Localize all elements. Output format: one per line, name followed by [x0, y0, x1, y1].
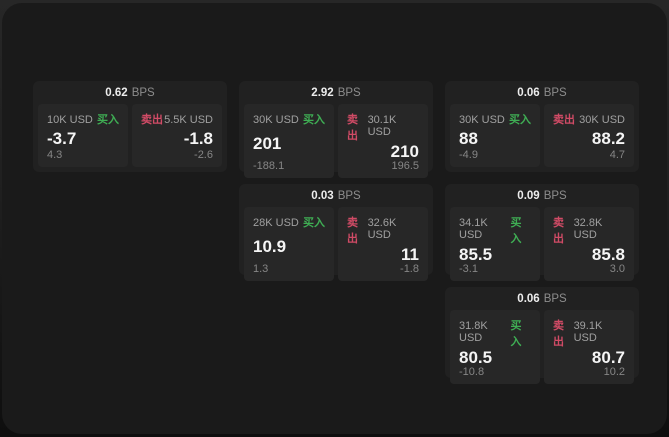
bps-value: 0.62 — [105, 86, 128, 99]
quote-cards-grid: 0.62 BPS 10K USD 买入 -3.7 4.3 卖出 5.5K USD — [33, 81, 639, 384]
sell-size: 5.5K USD — [164, 114, 213, 126]
quote-card: 2.92 BPS 30K USD 买入 201 -188.1 卖出 30.1K … — [239, 81, 433, 178]
sell-size: 32.8K USD — [573, 217, 603, 241]
buy-tile[interactable]: 10K USD 买入 -3.7 4.3 — [38, 104, 128, 167]
buy-price: 80.5 — [459, 348, 493, 367]
tiles-row: 28K USD 买入 10.9 1.3 卖出 32.6K USD 11 -1.8 — [244, 207, 428, 281]
sell-price: 210 — [390, 142, 419, 161]
bps-unit: BPS — [337, 86, 361, 99]
bps-value: 0.06 — [517, 292, 540, 305]
sell-price: 88.2 — [591, 128, 625, 148]
buy-size: 30K USD — [253, 114, 299, 126]
bps-unit: BPS — [337, 189, 361, 202]
buy-price: 10.9 — [253, 237, 287, 256]
tiles-row: 30K USD 买入 88 -4.9 卖出 30K USD 88.2 4.7 — [450, 104, 634, 167]
sell-tile[interactable]: 卖出 30K USD 88.2 4.7 — [544, 104, 634, 167]
sell-sub-value: 4.7 — [609, 149, 625, 161]
buy-sub-value: -3.1 — [459, 263, 478, 275]
sell-tile[interactable]: 卖出 32.8K USD 85.8 3.0 — [544, 207, 634, 281]
bps-unit: BPS — [543, 86, 567, 99]
buy-label: 买入 — [303, 217, 325, 229]
card-header: 0.03 BPS — [244, 184, 428, 207]
sell-label: 卖出 — [553, 217, 564, 245]
card-header: 0.62 BPS — [38, 81, 222, 104]
buy-price: 201 — [253, 134, 282, 153]
buy-label: 买入 — [510, 320, 522, 348]
sell-sub-value: 196.5 — [391, 160, 419, 172]
bps-unit: BPS — [543, 292, 567, 305]
sell-sub-value: -1.8 — [400, 263, 419, 275]
buy-price: 85.5 — [459, 245, 493, 264]
tiles-row: 34.1K USD 买入 85.5 -3.1 卖出 32.8K USD 85.8… — [450, 207, 634, 281]
buy-size: 31.8K USD — [459, 320, 488, 344]
app-window: 0.62 BPS 10K USD 买入 -3.7 4.3 卖出 5.5K USD — [2, 3, 667, 434]
buy-sub-value: -188.1 — [253, 160, 285, 172]
sell-tile[interactable]: 卖出 5.5K USD -1.8 -2.6 — [132, 104, 222, 167]
sell-price: -1.8 — [183, 128, 213, 148]
quote-card: 0.06 BPS 31.8K USD 买入 80.5 -10.8 卖出 39.1… — [445, 287, 639, 384]
bps-unit: BPS — [131, 86, 155, 99]
card-header: 2.92 BPS — [244, 81, 428, 104]
buy-label: 买入 — [97, 114, 119, 126]
buy-size: 34.1K USD — [459, 217, 488, 241]
sell-price: 11 — [401, 245, 419, 264]
sell-price: 85.8 — [591, 245, 625, 264]
sell-size: 32.6K USD — [367, 217, 397, 241]
buy-sub-value: -10.8 — [459, 366, 485, 378]
quote-card: 0.09 BPS 34.1K USD 买入 85.5 -3.1 卖出 32.8K… — [445, 184, 639, 281]
buy-tile[interactable]: 34.1K USD 买入 85.5 -3.1 — [450, 207, 540, 281]
buy-price: 88 — [459, 128, 478, 148]
sell-size: 30K USD — [579, 114, 625, 126]
buy-tile[interactable]: 28K USD 买入 10.9 1.3 — [244, 207, 334, 281]
tiles-row: 31.8K USD 买入 80.5 -10.8 卖出 39.1K USD 80.… — [450, 310, 634, 384]
sell-sub-value: 10.2 — [603, 366, 625, 378]
buy-sub-value: 4.3 — [47, 149, 63, 161]
buy-size: 30K USD — [459, 114, 505, 126]
sell-price: 80.7 — [591, 348, 625, 367]
buy-size: 10K USD — [47, 114, 93, 126]
bps-unit: BPS — [543, 189, 567, 202]
bps-value: 0.09 — [517, 189, 540, 202]
quote-card: 0.03 BPS 28K USD 买入 10.9 1.3 卖出 32.6K US… — [239, 184, 433, 281]
bps-value: 0.06 — [517, 86, 540, 99]
sell-label: 卖出 — [141, 114, 163, 126]
tiles-row: 10K USD 买入 -3.7 4.3 卖出 5.5K USD -1.8 -2.… — [38, 104, 222, 167]
buy-label: 买入 — [510, 217, 522, 245]
sell-label: 卖出 — [347, 217, 358, 245]
buy-tile[interactable]: 30K USD 买入 88 -4.9 — [450, 104, 540, 167]
sell-label: 卖出 — [347, 114, 358, 142]
buy-sub-value: 1.3 — [253, 263, 269, 275]
tiles-row: 30K USD 买入 201 -188.1 卖出 30.1K USD 210 1… — [244, 104, 428, 178]
sell-sub-value: -2.6 — [194, 149, 213, 161]
bps-value: 0.03 — [311, 189, 334, 202]
sell-sub-value: 3.0 — [609, 263, 625, 275]
buy-sub-value: -4.9 — [459, 149, 478, 161]
bps-value: 2.92 — [311, 86, 334, 99]
buy-label: 买入 — [509, 114, 531, 126]
buy-size: 28K USD — [253, 217, 299, 229]
quote-card: 0.62 BPS 10K USD 买入 -3.7 4.3 卖出 5.5K USD — [33, 81, 227, 172]
buy-tile[interactable]: 31.8K USD 买入 80.5 -10.8 — [450, 310, 540, 384]
card-header: 0.06 BPS — [450, 81, 634, 104]
sell-label: 卖出 — [553, 114, 575, 126]
sell-tile[interactable]: 卖出 30.1K USD 210 196.5 — [338, 104, 428, 178]
sell-size: 39.1K USD — [573, 320, 603, 344]
sell-size: 30.1K USD — [367, 114, 397, 138]
sell-tile[interactable]: 卖出 39.1K USD 80.7 10.2 — [544, 310, 634, 384]
buy-tile[interactable]: 30K USD 买入 201 -188.1 — [244, 104, 334, 178]
buy-label: 买入 — [303, 114, 325, 126]
sell-label: 卖出 — [553, 320, 564, 348]
card-header: 0.09 BPS — [450, 184, 634, 207]
quote-card: 0.06 BPS 30K USD 买入 88 -4.9 卖出 30K USD — [445, 81, 639, 172]
card-header: 0.06 BPS — [450, 287, 634, 310]
buy-price: -3.7 — [47, 128, 77, 148]
sell-tile[interactable]: 卖出 32.6K USD 11 -1.8 — [338, 207, 428, 281]
